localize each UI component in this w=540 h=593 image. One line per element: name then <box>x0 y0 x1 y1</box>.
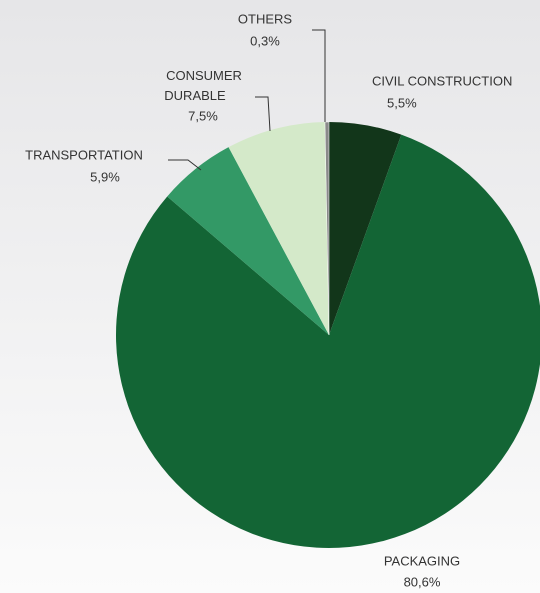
slice-label: PACKAGING <box>384 553 460 568</box>
slice-label: TRANSPORTATION <box>25 147 143 162</box>
slice-value-label: 7,5% <box>188 108 218 123</box>
slice-value-label: 0,3% <box>250 33 280 48</box>
slice-value-label: 5,5% <box>387 95 417 110</box>
slice-label: OTHERS <box>238 11 293 26</box>
leader-line <box>255 96 271 132</box>
slice-label: CONSUMER DURABLE <box>164 68 242 103</box>
pie-slice <box>329 122 402 335</box>
leader-line <box>312 29 326 122</box>
pie-slice <box>116 134 540 548</box>
pie-slice <box>324 121 330 336</box>
pie-slice <box>167 147 329 335</box>
leader-line <box>168 159 202 171</box>
slice-label: CIVIL CONSTRUCTION <box>372 73 512 88</box>
slice-value-label: 5,9% <box>90 169 120 184</box>
slice-value-label: 80,6% <box>404 574 441 589</box>
pie-slice <box>228 122 329 335</box>
